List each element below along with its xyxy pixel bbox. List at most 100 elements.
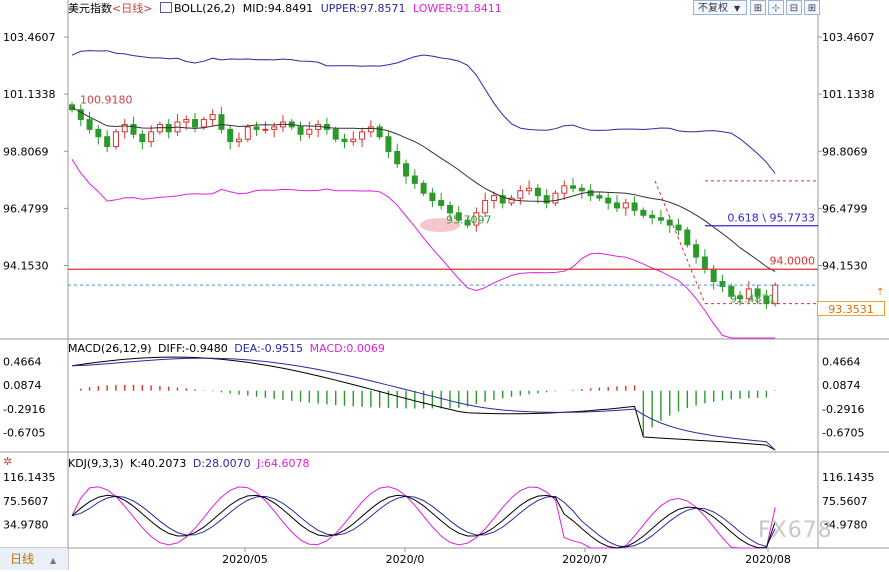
candle-body [561, 185, 568, 194]
kdj-legend: KDJ(9,3,3) K:40.2073 D:28.0070 J:64.6078 [68, 457, 310, 471]
macd-y-tick: -0.2916 [3, 403, 45, 416]
macd-title[interactable]: MACD(26,12,9) [68, 342, 152, 355]
zoom-out-icon[interactable]: ⊟ [786, 0, 802, 15]
candle-body [438, 200, 445, 206]
candle-body [420, 182, 427, 194]
kdj-y-tick: 116.1435 [822, 471, 875, 484]
macd-y-tick: 0.0874 [822, 379, 861, 392]
recent-low-label: 92.4871 [730, 292, 776, 305]
candle-body [737, 295, 744, 300]
candle-body [596, 195, 603, 199]
candle-body [499, 195, 506, 204]
period-tab[interactable]: 日线 ▲ [0, 548, 68, 570]
candle-body [403, 163, 410, 177]
chevron-down-icon: ▼ [734, 4, 741, 13]
watermark: FX678 [758, 518, 833, 543]
candle-body [86, 119, 93, 130]
candle-body [192, 119, 199, 128]
macd-value: MACD:0.0069 [309, 342, 385, 355]
period-label[interactable]: <日线> [112, 2, 153, 15]
candle-body [710, 268, 717, 283]
y-tick-label: 96.4799 [3, 202, 49, 215]
level-94-label: 94.0000 [770, 254, 816, 267]
candle-body [130, 123, 137, 135]
candle-body [376, 126, 383, 138]
candle-body [253, 126, 260, 130]
candle-body [446, 204, 453, 214]
kdj-k-line [71, 494, 776, 549]
candle-body [455, 212, 462, 221]
macd-layer [71, 356, 776, 451]
kdj-y-tick: 34.9780 [822, 519, 868, 532]
candle-body [77, 109, 84, 121]
macd-y-tick: 0.4664 [3, 356, 42, 369]
candle-body [464, 219, 471, 226]
candle-body [244, 126, 251, 140]
candle-body [490, 195, 497, 202]
candle-body [121, 123, 128, 133]
candle-body [359, 131, 366, 140]
kdj-d: D:28.0070 [192, 457, 251, 470]
y-tick-label: 101.1338 [822, 88, 875, 101]
main-legend: 美元指数<日线> BOLL(26,2) MID:94.8491 UPPER:97… [68, 2, 502, 16]
caret-up-icon: ▲ [50, 556, 57, 565]
candle-body [332, 128, 339, 140]
candle-body [262, 128, 269, 131]
macd-dea-line [71, 357, 776, 451]
low-highlight [420, 218, 460, 233]
kdj-j: J:64.6078 [257, 457, 310, 470]
high-marker-label: 100.9180 [80, 93, 133, 106]
macd-diff: DIFF:-0.9480 [158, 342, 228, 355]
boll-lower-line [71, 159, 776, 339]
grid-view-icon[interactable]: ⊞ [750, 0, 766, 15]
candle-body [587, 190, 594, 197]
candle-body [69, 104, 75, 111]
candle-body [95, 128, 102, 138]
candle-body [236, 138, 243, 143]
candle-body [605, 197, 612, 204]
fib-0618-label: 0.618 \ 95.7733 [727, 212, 815, 225]
candle-body [631, 202, 638, 211]
candle-body [666, 219, 673, 226]
indicator-lines-layer [68, 50, 818, 339]
candle-body [701, 256, 708, 270]
candle-body [429, 192, 436, 202]
candle-body [772, 284, 779, 305]
boll-mid-line [71, 106, 776, 273]
candle-body [728, 285, 735, 297]
candle-body [719, 281, 726, 287]
candle-body [411, 175, 418, 184]
macd-y-tick: -0.6705 [3, 427, 45, 440]
y-tick-label: 101.1338 [3, 88, 56, 101]
candle-body [218, 114, 225, 130]
price-arrow-icon: ⇡ [876, 287, 885, 298]
candles-layer [69, 101, 779, 310]
y-tick-label: 94.1530 [822, 260, 868, 273]
candle-body [341, 138, 348, 143]
candle-body [684, 229, 691, 246]
macd-dea: DEA:-0.9515 [234, 342, 304, 355]
y-tick-label: 103.4607 [3, 31, 56, 44]
kdj-title[interactable]: KDJ(9,3,3) [68, 457, 124, 470]
zoom-in-icon[interactable]: ⊞ [804, 0, 820, 15]
low-marker-label: 95.7097 [446, 213, 492, 226]
macd-y-tick: -0.2916 [822, 403, 864, 416]
crosshair-icon[interactable]: ⊹ [768, 0, 784, 15]
candle-body [473, 212, 480, 226]
adjust-dropdown[interactable]: 不复权 ▼ [693, 0, 747, 15]
y-tick-label: 94.1530 [3, 260, 49, 273]
y-tick-label: 96.4799 [822, 202, 868, 215]
x-axis-label: 2020/08 [745, 553, 791, 566]
candle-body [657, 217, 664, 221]
candle-body [649, 214, 656, 219]
candle-body [209, 114, 216, 121]
y-tick-label: 103.4607 [822, 31, 875, 44]
candle-body [754, 288, 761, 297]
settings-gear-icon[interactable]: ✲ [3, 455, 13, 468]
boll-label[interactable]: BOLL(26,2) [173, 2, 236, 15]
kdj-d-line [71, 495, 776, 548]
candle-body [297, 126, 304, 135]
kdj-y-tick: 75.5607 [822, 495, 868, 508]
candle-body [543, 195, 550, 204]
